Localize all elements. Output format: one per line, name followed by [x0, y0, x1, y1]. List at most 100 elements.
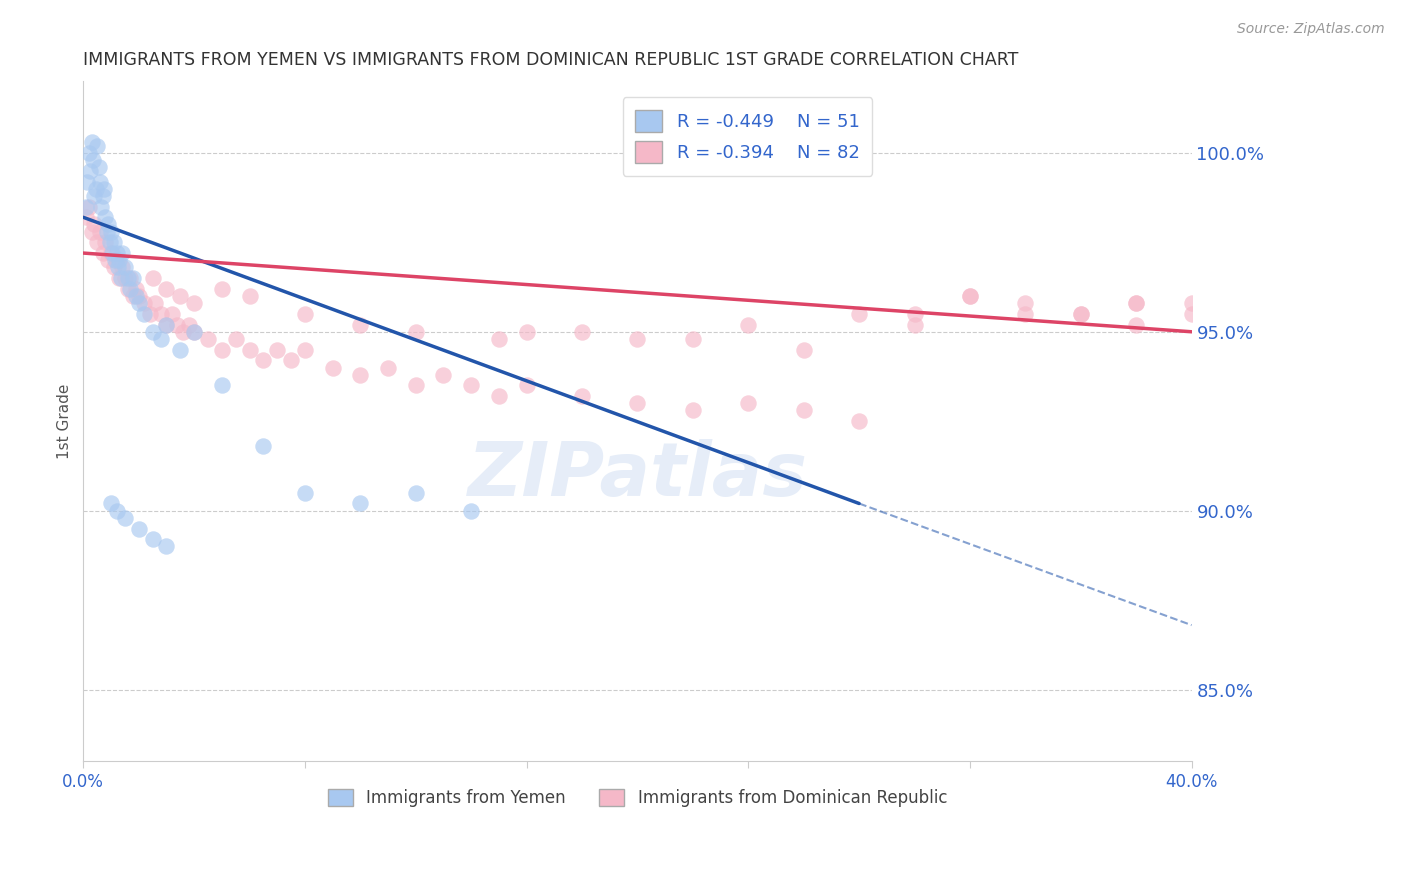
Point — [197, 332, 219, 346]
Point — [405, 325, 427, 339]
Point — [77, 145, 100, 160]
Point — [98, 235, 121, 250]
Point — [252, 353, 274, 368]
Point — [460, 503, 482, 517]
Point — [626, 332, 648, 346]
Point — [1014, 307, 1036, 321]
Point — [108, 271, 131, 285]
Point — [571, 389, 593, 403]
Point — [134, 307, 156, 321]
Point — [238, 343, 260, 357]
Point — [105, 253, 128, 268]
Point — [108, 253, 131, 268]
Point — [122, 271, 145, 285]
Point — [160, 307, 183, 321]
Point — [155, 282, 177, 296]
Point — [1070, 307, 1092, 321]
Point — [377, 360, 399, 375]
Point — [903, 318, 925, 332]
Point — [114, 260, 136, 275]
Point — [294, 485, 316, 500]
Point — [155, 318, 177, 332]
Point — [1125, 296, 1147, 310]
Text: Source: ZipAtlas.com: Source: ZipAtlas.com — [1237, 22, 1385, 37]
Point — [117, 282, 139, 296]
Point — [737, 318, 759, 332]
Point — [682, 332, 704, 346]
Point — [100, 225, 122, 239]
Point — [211, 343, 233, 357]
Point — [1125, 318, 1147, 332]
Point — [134, 296, 156, 310]
Point — [1125, 296, 1147, 310]
Point — [96, 225, 118, 239]
Point — [155, 318, 177, 332]
Point — [111, 260, 134, 275]
Point — [86, 138, 108, 153]
Point — [405, 378, 427, 392]
Point — [117, 271, 139, 285]
Point — [90, 200, 112, 214]
Point — [488, 332, 510, 346]
Point — [91, 246, 114, 260]
Point — [183, 296, 205, 310]
Point — [89, 225, 111, 239]
Point — [322, 360, 344, 375]
Point — [94, 211, 117, 225]
Point — [349, 318, 371, 332]
Point — [125, 289, 148, 303]
Point — [75, 200, 97, 214]
Point — [211, 282, 233, 296]
Point — [183, 325, 205, 339]
Point — [105, 246, 128, 260]
Point — [125, 282, 148, 296]
Point — [86, 235, 108, 250]
Point — [93, 182, 115, 196]
Point — [110, 271, 132, 285]
Point — [79, 163, 101, 178]
Point — [120, 282, 142, 296]
Point — [405, 485, 427, 500]
Text: ZIPatlas: ZIPatlas — [467, 439, 807, 512]
Point — [793, 403, 815, 417]
Point — [280, 353, 302, 368]
Point — [82, 153, 104, 167]
Point — [848, 307, 870, 321]
Point — [169, 343, 191, 357]
Point — [143, 296, 166, 310]
Point — [100, 496, 122, 510]
Text: IMMIGRANTS FROM YEMEN VS IMMIGRANTS FROM DOMINICAN REPUBLIC 1ST GRADE CORRELATIO: IMMIGRANTS FROM YEMEN VS IMMIGRANTS FROM… — [83, 51, 1019, 69]
Point — [626, 396, 648, 410]
Point — [266, 343, 288, 357]
Point — [155, 540, 177, 554]
Point — [294, 307, 316, 321]
Point — [128, 296, 150, 310]
Point — [104, 253, 127, 268]
Point — [1181, 296, 1204, 310]
Point — [80, 225, 103, 239]
Point — [75, 211, 97, 225]
Point — [83, 189, 105, 203]
Point — [349, 496, 371, 510]
Point — [149, 332, 172, 346]
Point — [114, 271, 136, 285]
Point — [432, 368, 454, 382]
Point — [103, 235, 125, 250]
Point — [225, 332, 247, 346]
Y-axis label: 1st Grade: 1st Grade — [58, 384, 72, 458]
Point — [105, 503, 128, 517]
Point — [89, 174, 111, 188]
Point — [122, 289, 145, 303]
Point — [100, 246, 122, 260]
Point — [120, 271, 142, 285]
Point — [177, 318, 200, 332]
Point — [903, 307, 925, 321]
Point — [1014, 296, 1036, 310]
Point — [737, 396, 759, 410]
Point — [1070, 307, 1092, 321]
Point — [142, 325, 165, 339]
Point — [211, 378, 233, 392]
Point — [183, 325, 205, 339]
Point — [793, 343, 815, 357]
Point — [97, 218, 120, 232]
